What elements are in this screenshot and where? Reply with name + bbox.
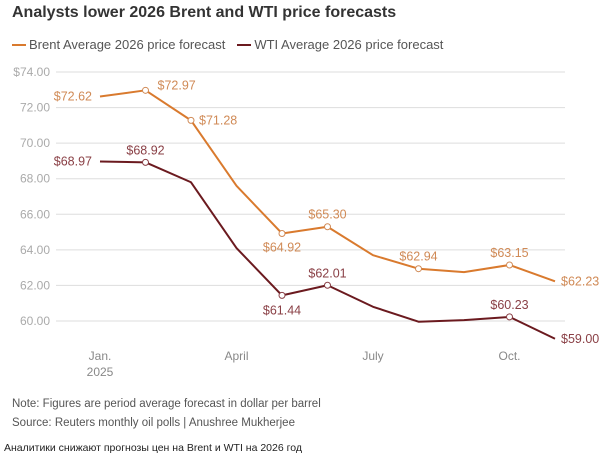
legend-item-brent: Brent Average 2026 price forecast [12, 37, 225, 52]
chart-source: Source: Reuters monthly oil polls | Anus… [12, 417, 295, 429]
data-label: $62.94 [399, 250, 437, 264]
y-tick-label: $74.00 [13, 65, 50, 79]
y-tick-label: 64.00 [20, 243, 50, 257]
data-label: $72.62 [54, 90, 92, 104]
x-tick-label: April [224, 349, 248, 363]
legend-swatch-brent [12, 43, 26, 46]
line-chart: $74.00 72.00 70.00 68.00 66.00 64.00 62.00 60.0… [13, 65, 599, 379]
data-point-marker [142, 86, 149, 94]
chart-title: Analysts lower 2026 Brent and WTI price … [12, 4, 397, 21]
y-tick-label: 62.00 [20, 278, 50, 292]
legend-label-brent: Brent Average 2026 price forecast [29, 37, 226, 52]
chart-note: Note: Figures are period average forecas… [12, 398, 321, 410]
data-label: $62.23 [561, 274, 599, 288]
x-tick-label: Jan. [89, 349, 112, 363]
data-label: $71.28 [199, 113, 237, 127]
data-label: $63.15 [490, 246, 528, 260]
x-tick-label: Oct. [498, 349, 520, 363]
x-tick-label: July [362, 349, 383, 363]
y-tick-label: 70.00 [20, 136, 50, 150]
data-point-marker [415, 265, 422, 273]
legend-item-wti: WTI Average 2026 price forecast [237, 37, 443, 52]
legend-label-wti: WTI Average 2026 price forecast [254, 37, 444, 52]
y-tick-label: 66.00 [20, 207, 50, 221]
series-line-brent [99, 89, 556, 283]
data-point-marker [278, 229, 286, 237]
y-tick-label: 72.00 [20, 101, 50, 115]
data-point-marker [187, 116, 195, 124]
data-point-marker [142, 158, 149, 166]
data-label: $68.97 [54, 154, 92, 168]
data-label: $61.44 [263, 303, 301, 317]
data-label: $65.30 [308, 208, 346, 222]
data-point-marker [506, 261, 513, 269]
data-point-marker [506, 313, 513, 321]
image-caption: Аналитики снижают прогнозы цен на Brent … [4, 442, 302, 454]
legend: Brent Average 2026 price forecast WTI Av… [12, 37, 443, 52]
data-point-marker [324, 223, 331, 231]
x-tick-sublabel: 2025 [87, 365, 114, 379]
data-label: $60.23 [490, 298, 528, 312]
data-label: $62.01 [308, 266, 346, 280]
legend-swatch-wti [237, 43, 252, 46]
y-tick-label: 60.00 [20, 314, 50, 328]
y-tick-label: 68.00 [20, 172, 50, 186]
data-label: $68.92 [126, 143, 164, 157]
data-point-marker [324, 281, 331, 289]
data-label: $59.00 [561, 332, 599, 346]
data-point-marker [278, 291, 286, 299]
data-label: $64.92 [263, 240, 301, 254]
data-label: $72.97 [158, 78, 196, 92]
